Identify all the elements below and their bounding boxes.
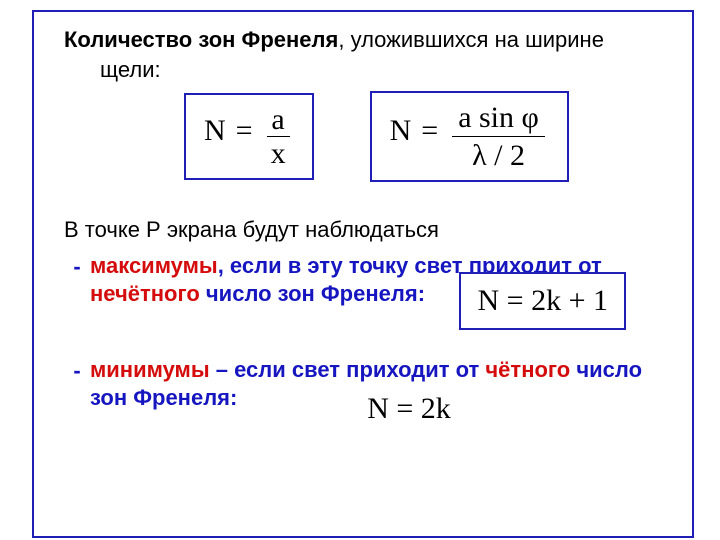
b2-red2: чётного <box>485 357 570 382</box>
content-frame: Количество зон Френеля, уложившихся на ш… <box>32 10 694 538</box>
equals-sign: = <box>230 114 259 147</box>
b2-t5: зон Френеля: <box>90 385 237 410</box>
heading-line2: щели: <box>64 56 674 84</box>
heading-rest: , уложившихся на ширине <box>338 27 604 52</box>
b2-t4: число <box>570 357 642 382</box>
f2-lhs: N <box>390 114 412 147</box>
b1-red1: максимумы <box>90 253 218 278</box>
bullet-dash-icon: - <box>64 252 90 280</box>
f4-text: N = 2k <box>367 392 451 425</box>
formula-box-2: N = a sin φ λ / 2 <box>370 91 569 182</box>
f1-den: x <box>267 137 290 170</box>
b2-red1: минимумы <box>90 357 210 382</box>
f3-text: N = 2k + 1 <box>477 284 608 317</box>
f2-frac: a sin φ λ / 2 <box>452 101 545 172</box>
heading-bold: Количество зон Френеля <box>64 27 338 52</box>
formula-box-4: N = 2k <box>347 382 471 436</box>
f1-lhs: N <box>204 114 226 147</box>
formula-box-1: N = a x <box>184 93 314 180</box>
b2-t2: – если свет приходит от <box>210 357 486 382</box>
slide: Количество зон Френеля, уложившихся на ш… <box>0 0 720 540</box>
f1-num: a <box>267 103 290 137</box>
mid-para: В точке Р экрана будут наблюдаться <box>64 216 674 244</box>
formula-box-3: N = 2k + 1 <box>459 272 626 330</box>
heading-para: Количество зон Френеля, уложившихся на ш… <box>64 26 674 54</box>
formula-row-top: N = a x N = a sin φ λ / 2 <box>64 91 674 182</box>
f1-frac: a x <box>267 103 290 170</box>
f2-den: λ / 2 <box>452 137 545 172</box>
f2-num: a sin φ <box>452 101 545 137</box>
bullet-dash-icon: - <box>64 356 90 384</box>
b1-red2: нечётного <box>90 281 200 306</box>
b1-t4: число зон Френеля: <box>200 281 425 306</box>
equals-sign: = <box>415 114 444 147</box>
